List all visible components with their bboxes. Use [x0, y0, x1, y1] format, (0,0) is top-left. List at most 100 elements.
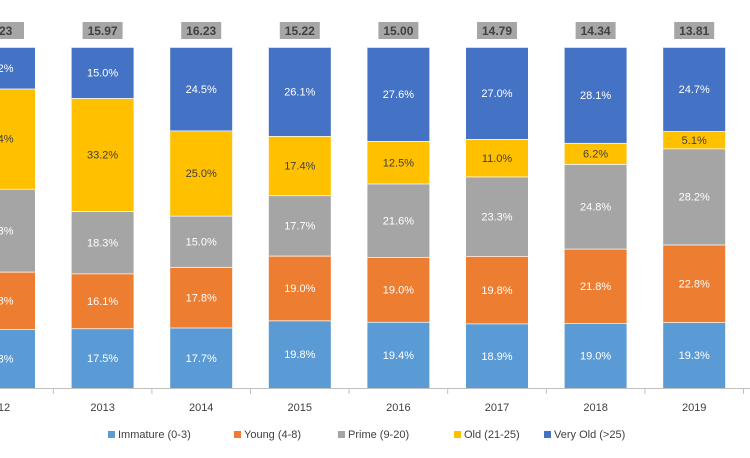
total-box — [82, 22, 123, 39]
data-label: 19.0% — [580, 351, 611, 363]
bar-segment — [0, 329, 35, 388]
total-box — [279, 22, 320, 39]
legend-label: Immature (0-3) — [118, 429, 191, 441]
data-label: 19.3% — [679, 350, 710, 362]
data-label: .8% — [0, 295, 14, 307]
x-tick-label: 12 — [0, 402, 10, 414]
data-label: 19.8% — [284, 349, 315, 361]
bar-segment — [663, 322, 726, 388]
legend-swatch — [544, 431, 551, 438]
total-label: 14.34 — [581, 24, 611, 38]
bar-segment — [268, 47, 331, 137]
bar-segment — [71, 328, 134, 388]
bar-segment — [466, 323, 528, 388]
bar-segment — [71, 273, 134, 329]
bar-segment — [564, 323, 627, 388]
total-label: 15.22 — [285, 24, 315, 38]
legend-label: Very Old (>25) — [554, 429, 625, 441]
bar-segment — [663, 47, 726, 132]
bar-segment — [564, 164, 627, 249]
data-label: 17.8% — [186, 292, 217, 304]
bar-segment — [564, 47, 627, 143]
bar-segment — [268, 195, 331, 256]
data-label: 18.9% — [481, 351, 512, 363]
bar-segment — [0, 188, 35, 272]
total-label: .23 — [0, 24, 13, 38]
data-label: 21.8% — [580, 281, 611, 293]
total-box — [378, 22, 419, 39]
x-tick-label: 2015 — [288, 402, 312, 414]
data-label: 19.0% — [383, 285, 414, 297]
total-box — [181, 22, 222, 39]
data-label: 17.7% — [284, 221, 315, 233]
data-label: 26.1% — [284, 87, 315, 99]
bar-segment — [466, 176, 528, 257]
bar-segment — [367, 141, 430, 184]
data-label: 19.8% — [481, 285, 512, 297]
data-label: 17.5% — [87, 353, 118, 365]
bar-segment — [71, 211, 134, 274]
data-label: 18.3% — [87, 237, 118, 249]
bar-segment — [71, 98, 134, 212]
bar-segment — [268, 255, 331, 321]
bar-segment — [564, 248, 627, 324]
bar-segment — [170, 47, 233, 131]
bar-segment — [268, 320, 331, 388]
bar-segment — [367, 183, 430, 258]
data-label: 6.2% — [583, 148, 608, 160]
data-label: .4% — [0, 134, 14, 146]
data-label: .3% — [0, 354, 14, 366]
data-label: 15.0% — [87, 68, 118, 80]
total-box — [575, 22, 616, 39]
data-label: 28.1% — [580, 90, 611, 102]
data-label: 15.0% — [186, 236, 217, 248]
data-label: 5.1% — [682, 135, 707, 147]
total-label: 13.81 — [679, 24, 709, 38]
x-tick-label: 2019 — [682, 402, 706, 414]
bar-segment — [170, 266, 233, 328]
bar-segment — [367, 257, 430, 322]
total-label: 15.00 — [383, 24, 413, 38]
x-tick-label: 2016 — [386, 402, 410, 414]
data-label: 21.6% — [383, 215, 414, 227]
total-box — [0, 22, 24, 39]
data-label: 16.1% — [87, 296, 118, 308]
bar-segment — [0, 47, 35, 89]
legend-swatch — [338, 431, 345, 438]
data-label: .2% — [0, 63, 14, 75]
data-label: 19.4% — [383, 350, 414, 362]
data-label: 28.2% — [679, 192, 710, 204]
data-label: 12.5% — [383, 157, 414, 169]
data-label: 17.4% — [284, 161, 315, 173]
data-label: 22.8% — [679, 278, 710, 290]
data-label: 27.0% — [481, 88, 512, 100]
bar-segment — [268, 136, 331, 196]
bar-segment — [564, 142, 627, 165]
bar-segment — [367, 321, 430, 388]
legend-swatch — [454, 431, 461, 438]
x-tick-label: 2018 — [583, 402, 607, 414]
total-label: 14.79 — [482, 24, 512, 38]
x-tick-label: 2014 — [189, 402, 213, 414]
total-box — [674, 22, 715, 39]
x-tick-label: 2017 — [485, 402, 509, 414]
bar-segment — [466, 139, 528, 177]
bar-segment — [663, 244, 726, 323]
data-label: 24.7% — [679, 84, 710, 96]
data-label: 19.0% — [284, 283, 315, 295]
bar-segment — [466, 256, 528, 324]
data-label: 11.0% — [482, 153, 513, 165]
total-label: 15.97 — [88, 24, 118, 38]
legend-label: Prime (9-20) — [348, 429, 409, 441]
bar-segment — [466, 47, 528, 140]
bar-segment — [663, 148, 726, 245]
data-label: 17.7% — [186, 353, 217, 365]
bar-segment — [0, 271, 35, 330]
data-label: 24.5% — [186, 84, 217, 96]
bar-segment — [170, 327, 233, 388]
bar-segment — [170, 130, 233, 216]
data-label: .3% — [0, 225, 14, 237]
data-label: 23.3% — [481, 211, 512, 223]
